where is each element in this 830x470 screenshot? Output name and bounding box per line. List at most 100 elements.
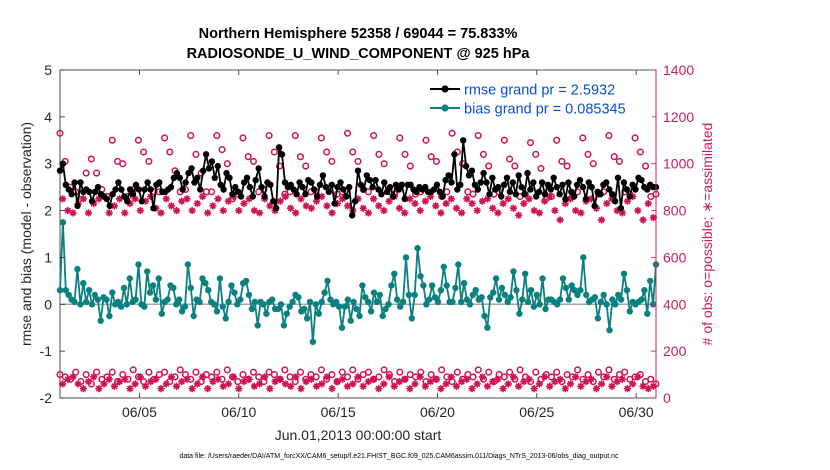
possible-count-marker (469, 190, 477, 198)
bias-point (210, 301, 218, 308)
bias-point (405, 291, 413, 299)
assimilated-count-marker (333, 378, 341, 386)
chart-title-line2: RADIOSONDE_U_WIND_COMPONENT @ 925 hPa (187, 46, 531, 62)
assimilated-count-marker (167, 202, 176, 210)
bias-point (455, 261, 462, 268)
possible-count-marker (396, 368, 404, 376)
possible-count-marker (641, 162, 650, 170)
assimilated-count-marker (618, 209, 626, 217)
assimilated-count-marker (302, 202, 310, 210)
rmse-point (299, 183, 306, 191)
assimilated-count-marker (105, 209, 113, 217)
rmse-point (223, 169, 230, 177)
assimilated-count-marker (292, 209, 300, 217)
assimilated-count-marker (126, 199, 134, 208)
right-axis-tick-label: 200 (663, 343, 687, 359)
bias-point (559, 275, 567, 282)
possible-count-marker (192, 368, 200, 376)
bias-point (190, 312, 197, 320)
rmse-point (331, 200, 338, 207)
assimilated-count-marker (95, 195, 103, 203)
assimilated-count-marker (520, 199, 528, 208)
possible-count-marker (82, 371, 90, 379)
bias-point (225, 298, 232, 306)
bias-point (178, 308, 186, 315)
rmse-point (267, 181, 274, 188)
bias-point (434, 298, 442, 306)
assimilated-count-marker (509, 373, 518, 381)
assimilated-count-marker (287, 382, 295, 390)
right-axis-tick-label: 600 (663, 249, 687, 265)
assimilated-count-marker (592, 385, 600, 393)
assimilated-count-marker (483, 195, 492, 203)
possible-count-marker (432, 157, 440, 165)
rmse-point (270, 198, 277, 205)
possible-count-marker (532, 368, 540, 376)
bias-point (484, 324, 491, 331)
assimilated-count-marker (499, 199, 507, 208)
assimilated-count-marker (255, 209, 264, 217)
bias-point (347, 317, 354, 324)
assimilated-count-marker (255, 380, 264, 388)
assimilated-count-marker (608, 195, 616, 203)
rmse-point (454, 186, 461, 193)
assimilated-count-marker (535, 209, 543, 217)
assimilated-count-marker (478, 373, 486, 381)
bias-point (283, 310, 290, 317)
possible-count-marker (427, 371, 435, 379)
rmse-point (240, 179, 248, 186)
left-axis: -2 -1 0 1 2 3 4 5 (40, 62, 65, 406)
legend-rmse-marker (441, 85, 449, 93)
assimilated-count-marker (167, 373, 176, 381)
bias-point (237, 296, 244, 303)
rmse-point (115, 179, 122, 186)
assimilated-count-marker (230, 373, 238, 381)
rmse-point (369, 183, 376, 191)
rmse-point (547, 186, 554, 193)
rmse-point (337, 179, 344, 186)
possible-count-marker (584, 150, 592, 158)
assimilated-count-marker (618, 375, 626, 383)
assimilated-count-marker (209, 378, 217, 386)
assimilated-count-marker (458, 378, 466, 386)
possible-count-marker (296, 153, 305, 161)
possible-count-marker (532, 150, 540, 158)
assimilated-count-marker (540, 373, 549, 381)
bias-point (234, 301, 241, 308)
bias-point (97, 317, 104, 324)
rmse-point (68, 191, 75, 198)
assimilated-count-marker (447, 195, 455, 203)
rmse-point (129, 191, 137, 198)
bias-point (516, 310, 523, 317)
assimilated-count-marker (525, 195, 533, 203)
bias-point (542, 305, 549, 313)
bias-point (510, 268, 517, 275)
rmse-point (249, 193, 256, 200)
x-axis-tick-label: 06/25 (519, 404, 554, 420)
assimilated-count-marker (515, 382, 523, 390)
bias-point (269, 296, 276, 303)
possible-count-marker (134, 136, 142, 144)
rmse-point (515, 172, 522, 179)
assimilated-count-marker (328, 209, 336, 217)
bias-point (149, 282, 157, 289)
assimilated-count-marker (375, 202, 383, 210)
bias-point (600, 291, 607, 299)
bias-point (644, 310, 651, 317)
bias-point (335, 303, 343, 310)
assimilated-count-marker (344, 382, 352, 390)
possible-count-marker (343, 129, 352, 137)
assimilated-count-marker (504, 195, 512, 203)
assimilated-count-marker (183, 375, 191, 383)
assimilated-count-marker (395, 204, 404, 212)
possible-count-marker (401, 150, 409, 158)
bias-point (609, 296, 616, 303)
bias-point (530, 303, 538, 310)
rmse-point (591, 202, 598, 210)
possible-count-marker (108, 368, 116, 376)
bias-point (88, 301, 96, 308)
assimilated-count-marker (198, 373, 207, 381)
bias-point (391, 270, 398, 277)
bias-point (481, 312, 488, 320)
bias-point (408, 315, 415, 322)
